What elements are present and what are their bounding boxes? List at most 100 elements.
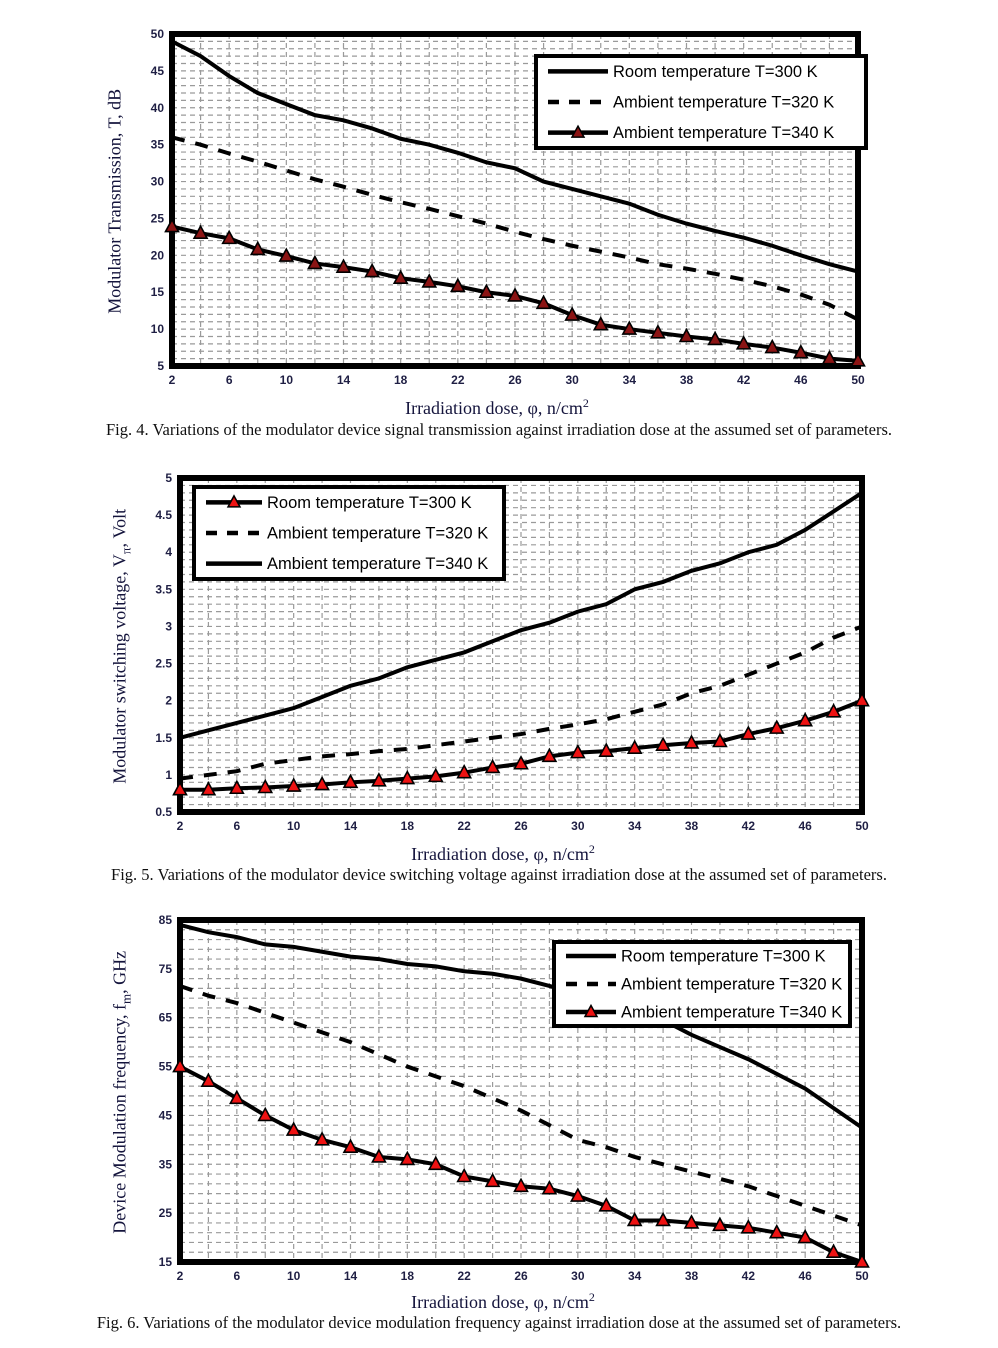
chart-svg-fig6: Room temperature T=300 K Ambient temperat… [159,914,870,1283]
series-3 [164,217,866,367]
svg-text:22: 22 [457,819,471,833]
svg-text:2: 2 [177,819,184,833]
svg-text:3: 3 [165,619,172,633]
svg-text:22: 22 [457,1269,471,1283]
triangle-marker [228,779,245,795]
legend-triangle-marker [226,494,242,508]
triangle-marker [854,691,870,707]
triangle-marker [392,269,409,285]
series-1 [179,922,864,1130]
svg-text:34: 34 [628,1269,642,1283]
triangle-marker [399,769,416,785]
svg-text:25: 25 [159,1206,173,1220]
x-axis-label-text: Irradiation dose, φ, n/cm [411,1292,589,1312]
svg-text:18: 18 [394,373,408,387]
svg-text:4.5: 4.5 [155,508,172,522]
triangle-marker [683,1214,700,1229]
legend-triangle-marker [570,124,586,138]
triangle-marker [364,262,380,278]
svg-text:50: 50 [851,373,865,387]
x-axis-label-text: Irradiation dose, φ, n/cm [405,398,583,418]
svg-text:34: 34 [623,373,637,387]
triangle-marker [764,338,781,354]
svg-text:6: 6 [226,373,233,387]
y-axis-label-post: , Volt [109,508,130,548]
svg-text:1: 1 [165,768,172,782]
triangle-marker [797,1228,814,1244]
triangle-marker [592,316,609,331]
triangle-marker [707,330,723,346]
triangle-marker [854,1253,870,1268]
svg-text:45: 45 [151,64,165,78]
svg-text:15: 15 [151,285,165,299]
figure-fig4: Modulator Transmission, T, dB Room tempe… [0,28,998,458]
svg-text:3.5: 3.5 [155,582,172,596]
svg-text:30: 30 [151,175,165,189]
legend: Room temperature T=300 K Ambient temperat… [552,940,852,1028]
series-2 [179,624,863,781]
svg-text:50: 50 [151,28,165,41]
svg-text:1.5: 1.5 [155,731,172,745]
svg-text:22: 22 [451,373,465,387]
legend-entry-label: Ambient temperature T=320 K [621,976,842,994]
svg-text:55: 55 [159,1060,173,1074]
svg-text:38: 38 [685,819,699,833]
svg-text:26: 26 [508,373,522,387]
x-axis-label-sup: 2 [582,396,589,410]
series-3 [179,491,864,740]
triangle-marker [278,247,295,262]
triangle-marker [768,1224,785,1239]
triangle-marker [200,1072,217,1088]
triangle-marker [484,1172,501,1188]
x-axis-label-sup: 2 [588,842,595,856]
chart-svg-fig4: Room temperature T=300 K Ambient temperat… [151,28,868,387]
y-axis-label-post: , GHz [109,950,130,994]
svg-text:30: 30 [571,1269,585,1283]
x-axis-label-text: Irradiation dose, φ, n/cm [411,844,589,864]
triangle-marker [735,335,752,350]
figure-fig5: Modulator switching voltage, Vπ, Volt Ro… [0,472,998,902]
svg-text:38: 38 [685,1269,699,1283]
triangle-marker [249,240,266,256]
triangle-marker [314,775,330,791]
triangle-marker [421,273,438,288]
triangle-marker [541,1180,558,1195]
svg-text:85: 85 [159,914,173,927]
triangle-marker [712,1216,728,1232]
triangle-marker [342,773,359,789]
series-3 [172,1057,870,1268]
triangle-marker [285,1121,302,1136]
legend-entry-label: Room temperature T=300 K [621,948,826,966]
legend-entry-label: Ambient temperature T=340 K [613,124,834,142]
triangle-marker [678,327,695,343]
triangle-marker [564,306,581,321]
triangle-marker [228,1089,245,1105]
svg-text:25: 25 [151,211,165,225]
triangle-marker [850,352,866,367]
x-axis-label: Irradiation dose, φ, n/cm2 [128,1290,878,1313]
svg-text:2: 2 [169,373,176,387]
legend: Room temperature T=300 K Ambient temperat… [192,485,506,581]
svg-text:15: 15 [159,1255,173,1269]
triangle-marker [427,1155,444,1171]
triangle-marker [478,283,495,299]
triangle-marker [825,1243,842,1259]
triangle-marker [257,778,274,794]
svg-text:26: 26 [514,1269,528,1283]
legend-entry-label: Room temperature T=300 K [267,494,472,512]
series-1 [172,691,870,796]
x-axis-label: Irradiation dose, φ, n/cm2 [128,842,878,865]
svg-text:38: 38 [680,373,694,387]
svg-text:18: 18 [401,1269,415,1283]
triangle-marker [513,755,529,770]
legend-entry-label: Ambient temperature T=340 K [621,1004,842,1022]
svg-text:46: 46 [798,819,812,833]
figure-caption: Fig. 5. Variations of the modulator devi… [111,865,887,884]
figure-caption: Fig. 6. Variations of the modulator devi… [96,1313,902,1332]
chart-svg-fig5: Room temperature T=300 K Ambient temperat… [155,472,870,833]
svg-text:30: 30 [571,819,585,833]
triangle-marker [821,349,838,365]
plot-border [177,475,865,815]
